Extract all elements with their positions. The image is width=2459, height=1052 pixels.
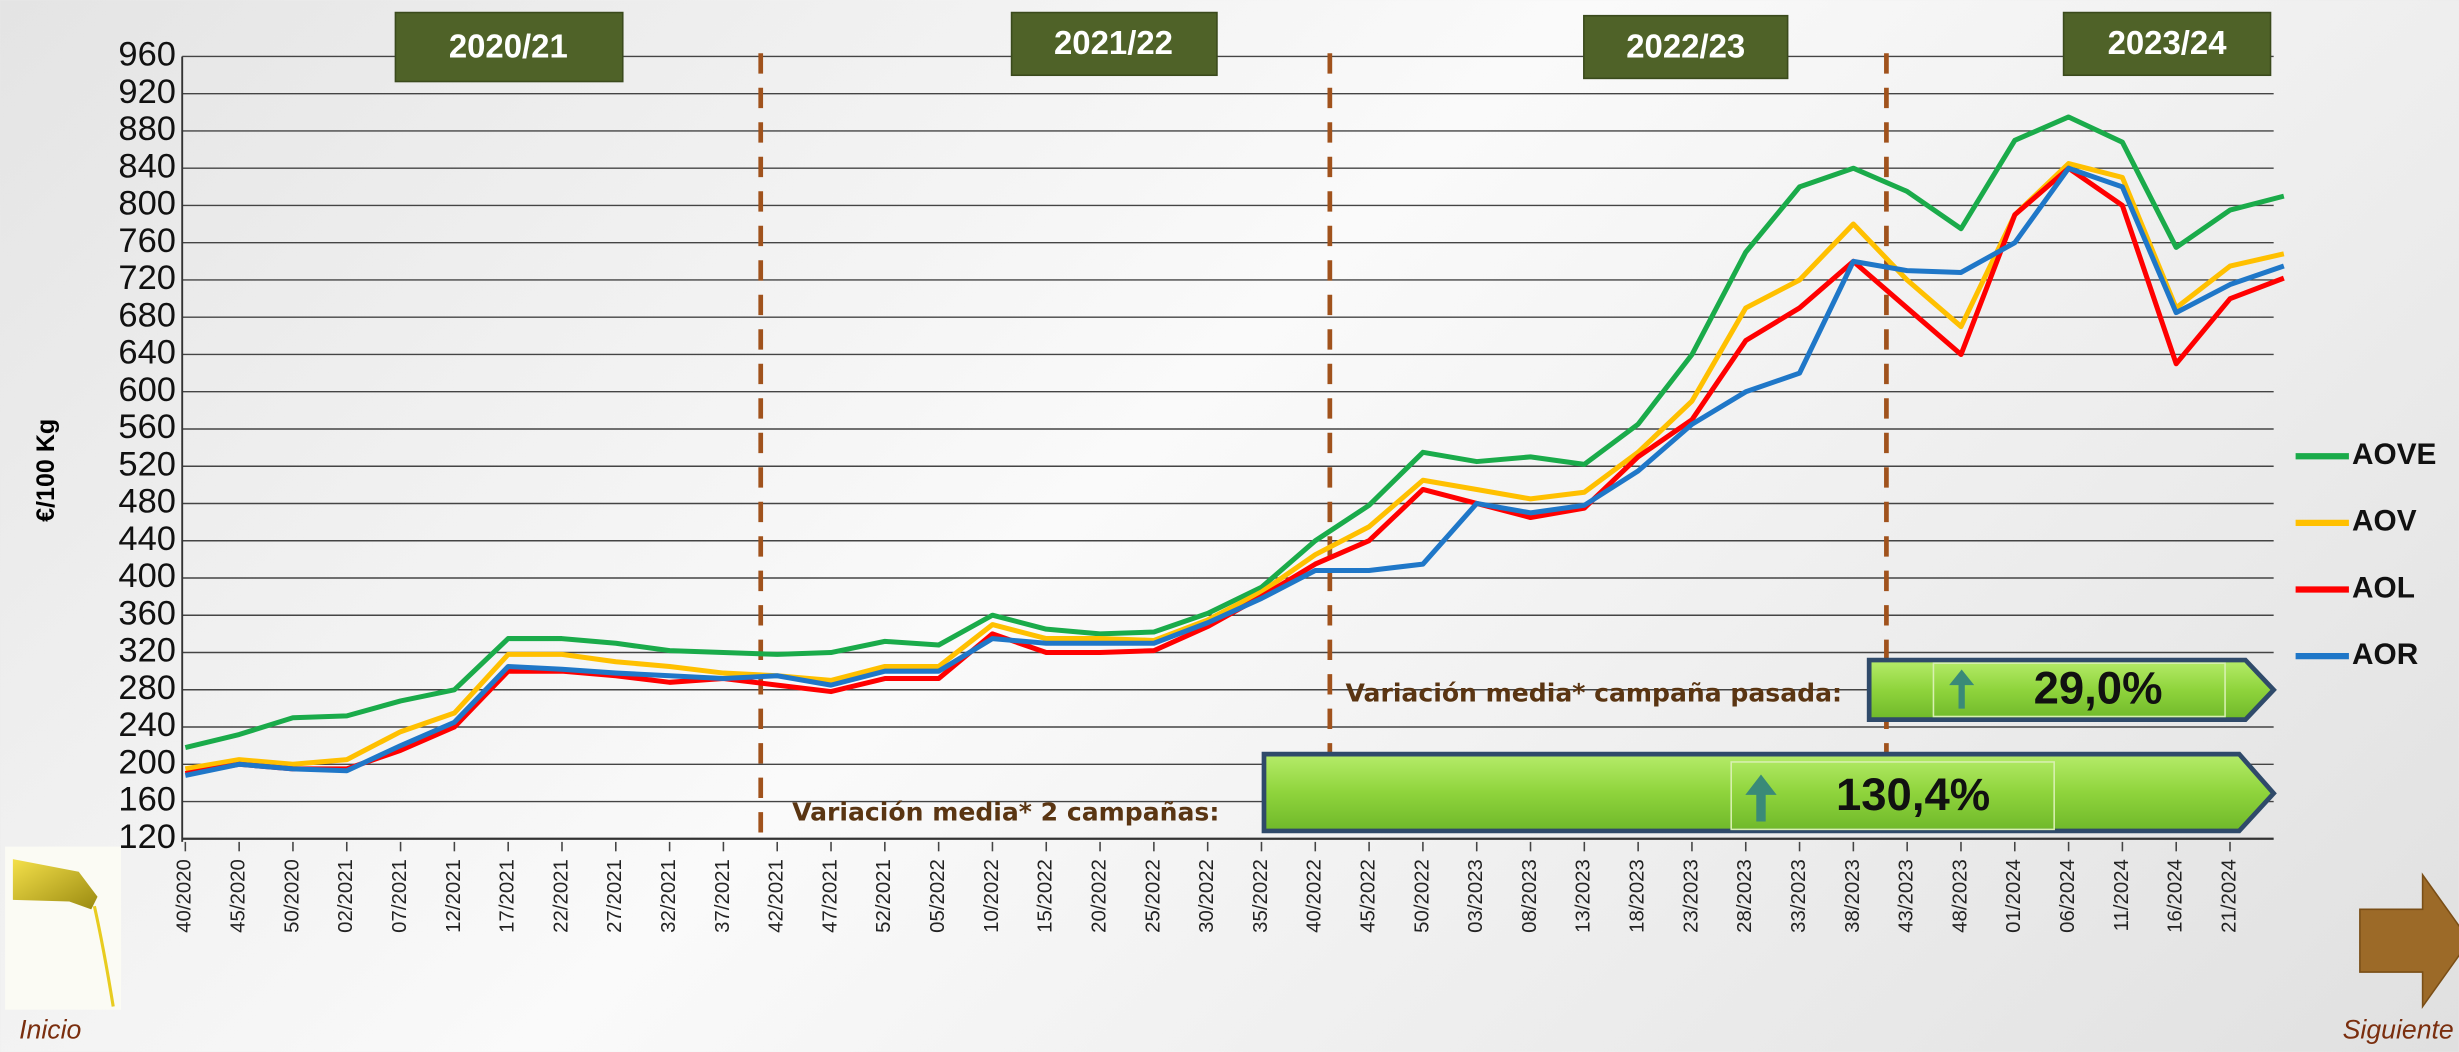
y-tick-label: 160 <box>118 781 176 819</box>
y-tick-label: 560 <box>118 408 176 446</box>
y-tick-label: 480 <box>118 483 176 521</box>
x-tick-label: 28/2023 <box>1734 859 1756 933</box>
x-tick-label: 01/2024 <box>2003 859 2025 933</box>
y-tick-label: 880 <box>118 110 176 148</box>
x-tick-label: 35/2022 <box>1250 859 1272 933</box>
x-tick-label: 40/2020 <box>174 859 196 933</box>
campaign-label: 2020/21 <box>449 27 568 64</box>
x-tick-label: 02/2021 <box>335 859 357 933</box>
x-tick-label: 40/2022 <box>1304 859 1326 933</box>
lines <box>184 114 2285 778</box>
x-tick-label: 37/2021 <box>712 859 734 933</box>
annotation-frame <box>1730 761 2055 831</box>
campaign-label: 2023/24 <box>2108 24 2228 61</box>
annotation-bar <box>1866 657 2277 722</box>
y-tick-label: 200 <box>118 743 176 781</box>
annotation-text: Variación media* campaña pasada: <box>1346 679 1843 708</box>
x-tick-label: 03/2023 <box>1465 859 1487 933</box>
x-tick-label: 16/2024 <box>2165 859 2187 933</box>
back-button[interactable]: Inicio <box>5 846 122 1045</box>
annotation-text: Variación media* 2 campañas: <box>792 798 1219 827</box>
y-tick-label: 960 <box>118 36 176 74</box>
y-tick-label: 280 <box>118 669 176 707</box>
x-tick-label: 18/2023 <box>1627 859 1649 933</box>
legend-label: AOVE <box>2352 438 2436 471</box>
up-arrow <box>1949 669 1975 709</box>
y-tick-label: 840 <box>118 147 176 185</box>
x-tick-label: 32/2021 <box>658 859 680 933</box>
series-line <box>184 161 2285 772</box>
y-tick-label: 600 <box>118 371 176 409</box>
y-tick-label: 240 <box>118 706 176 744</box>
y-tick-label: 440 <box>118 520 176 558</box>
x-tick-label: 17/2021 <box>497 859 519 933</box>
x-tick-label: 15/2022 <box>1035 859 1057 933</box>
y-tick-label: 120 <box>118 818 176 856</box>
y-tick-label: 920 <box>118 73 176 111</box>
legend-label: AOR <box>2352 638 2418 671</box>
bottle-icon <box>12 859 98 910</box>
legend-label: AOV <box>2352 505 2417 538</box>
y-tick-label: 640 <box>118 334 176 372</box>
x-tick-label: 52/2021 <box>873 859 895 933</box>
campaign-labels: 2020/21 2021/22 2022/23 2023/24 <box>394 11 2272 83</box>
series-line <box>184 165 2285 778</box>
series-line <box>184 114 2285 750</box>
y-tick-label: 400 <box>118 557 176 595</box>
x-tick-label: 05/2022 <box>927 859 949 933</box>
x-tick-label: 12/2021 <box>443 859 465 933</box>
x-tick-label: 07/2021 <box>389 859 411 933</box>
x-tick-label: 13/2023 <box>1573 859 1595 933</box>
x-tick-label: 08/2023 <box>1519 859 1541 933</box>
x-tick-label: 45/2020 <box>228 859 250 933</box>
x-tick-label: 21/2024 <box>2218 859 2240 933</box>
annotation: Variación media* 2 campañas: 130,4% <box>792 751 2277 834</box>
x-tick-label: 25/2022 <box>1142 859 1164 933</box>
y-tick-label: 520 <box>118 445 176 483</box>
legend-label: AOL <box>2352 571 2415 604</box>
y-tick-label: 760 <box>118 222 176 260</box>
x-tick-label: 06/2024 <box>2057 859 2079 933</box>
x-tick-label: 33/2023 <box>1788 859 1810 933</box>
y-tick-label: 680 <box>118 296 176 334</box>
next-button[interactable]: Siguiente <box>2343 872 2459 1045</box>
y-tick-label: 800 <box>118 185 176 223</box>
legend: AOVE AOV AOL AOR <box>2295 438 2436 671</box>
x-tick-label: 22/2021 <box>550 859 572 933</box>
x-tick-labels: 40/2020 45/2020 50/2020 02/2021 07/2021 12/20… <box>174 841 2240 933</box>
grid: 1201602002402803203604004404805205606006… <box>118 36 2274 856</box>
x-tick-label: 50/2020 <box>281 859 303 933</box>
next-link[interactable]: Siguiente <box>2343 1015 2454 1045</box>
x-tick-label: 11/2024 <box>2111 859 2133 931</box>
up-arrow <box>1745 774 1777 822</box>
x-tick-label: 27/2021 <box>604 859 626 933</box>
annotation-value: 130,4% <box>1836 769 1990 820</box>
back-link[interactable]: Inicio <box>19 1015 81 1045</box>
x-tick-label: 23/2023 <box>1680 859 1702 933</box>
campaign-label: 2022/23 <box>1626 27 1745 64</box>
x-tick-label: 45/2022 <box>1357 859 1379 933</box>
x-tick-label: 38/2023 <box>1842 859 1864 933</box>
x-tick-label: 47/2021 <box>819 859 841 933</box>
x-tick-label: 10/2022 <box>981 859 1003 933</box>
annotation-value: 29,0% <box>2034 662 2163 713</box>
oil-stream <box>92 905 115 1007</box>
x-tick-label: 20/2022 <box>1088 859 1110 933</box>
x-tick-label: 43/2023 <box>1896 859 1918 933</box>
x-tick-label: 50/2022 <box>1411 859 1433 933</box>
campaign-label: 2021/22 <box>1054 24 1173 61</box>
y-tick-label: 720 <box>118 259 176 297</box>
annotation-frame <box>1932 662 2226 718</box>
x-tick-label: 42/2021 <box>766 859 788 933</box>
y-tick-label: 320 <box>118 632 176 670</box>
next-arrow <box>2359 872 2459 1009</box>
x-tick-label: 30/2022 <box>1196 859 1218 933</box>
y-axis-label: €/100 Kg <box>32 419 60 522</box>
annotation: Variación media* campaña pasada: 29,0% <box>1346 657 2277 722</box>
y-tick-label: 360 <box>118 594 176 632</box>
x-tick-label: 48/2023 <box>1949 859 1971 933</box>
